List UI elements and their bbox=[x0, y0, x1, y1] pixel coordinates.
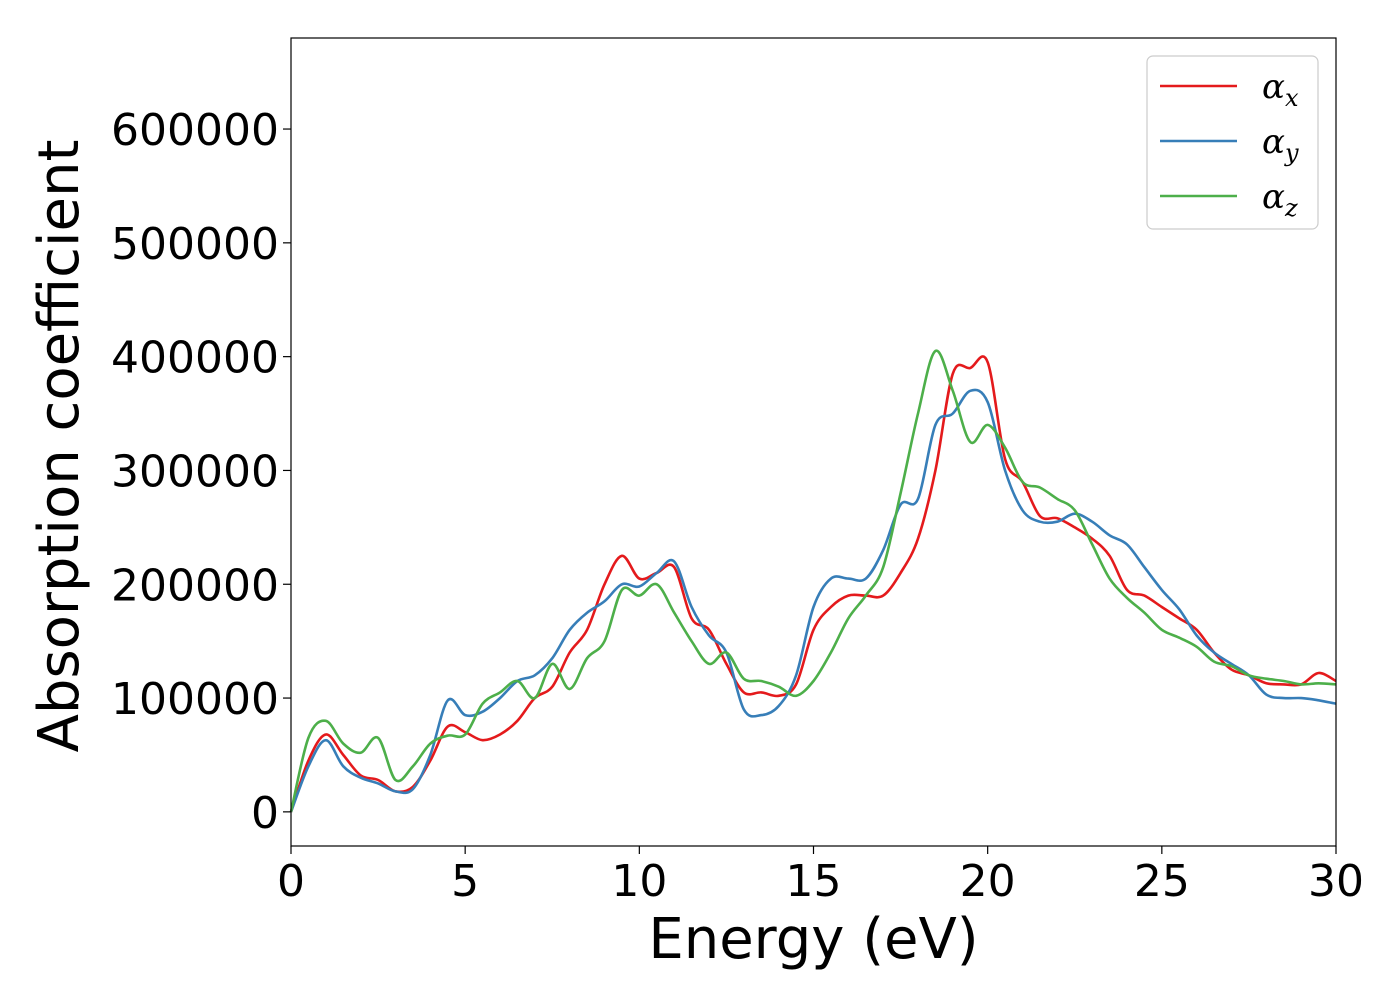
y-axis-title: Absorption coefficient bbox=[27, 140, 92, 753]
y-tick-label: 500000 bbox=[111, 219, 279, 270]
y-tick-label: 600000 bbox=[111, 105, 279, 156]
x-tick-label: 20 bbox=[960, 856, 1016, 907]
x-tick-label: 5 bbox=[451, 856, 479, 907]
legend: αx αy αz bbox=[1146, 55, 1319, 230]
legend-label-y: αy bbox=[1262, 122, 1299, 167]
series-line-z bbox=[289, 349, 1337, 813]
series-layer bbox=[289, 349, 1337, 813]
series-line-x bbox=[289, 355, 1337, 813]
x-axis: 0 5 10 15 20 25 30 bbox=[277, 846, 1364, 907]
legend-label-x: αx bbox=[1262, 67, 1299, 112]
y-tick-label: 300000 bbox=[111, 446, 279, 497]
y-tick-label: 400000 bbox=[111, 333, 279, 384]
x-tick-label: 25 bbox=[1134, 856, 1190, 907]
series-line-y bbox=[289, 388, 1337, 813]
x-tick-label: 15 bbox=[786, 856, 842, 907]
x-tick-label: 0 bbox=[277, 856, 305, 907]
y-tick-label: 100000 bbox=[111, 674, 279, 725]
y-tick-label: 0 bbox=[251, 788, 279, 839]
legend-label-z: αz bbox=[1262, 177, 1298, 222]
y-axis: 0 100000 200000 300000 400000 500000 600000 bbox=[111, 105, 291, 839]
x-tick-label: 30 bbox=[1308, 856, 1364, 907]
x-tick-label: 10 bbox=[611, 856, 667, 907]
x-axis-title: Energy (eV) bbox=[648, 907, 978, 972]
legend-box bbox=[1146, 55, 1319, 230]
y-tick-label: 200000 bbox=[111, 560, 279, 611]
